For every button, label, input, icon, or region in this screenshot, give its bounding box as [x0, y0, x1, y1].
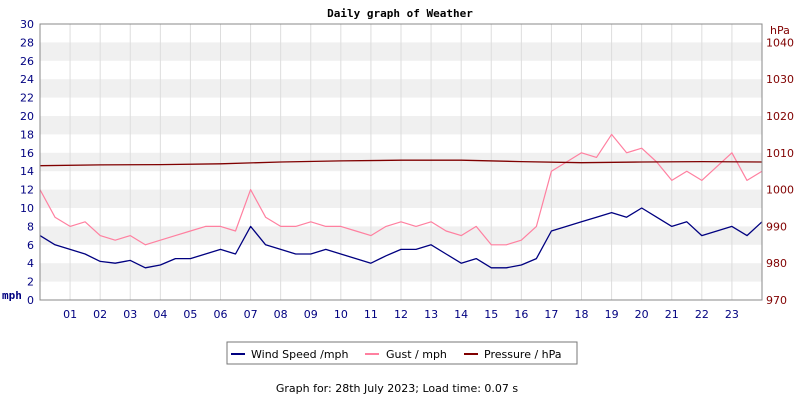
series-wind-speed [39, 207, 763, 269]
x-tick-label: 13 [424, 308, 438, 321]
legend-label-gust: Gust / mph [386, 348, 447, 361]
x-tick-label: 16 [514, 308, 528, 321]
left-tick-label: 26 [20, 55, 34, 68]
x-tick-label: 22 [695, 308, 709, 321]
x-tick-label: 19 [605, 308, 619, 321]
left-tick-label: 6 [27, 239, 34, 252]
left-tick-label: 24 [20, 73, 34, 86]
right-tick-label: 970 [766, 294, 787, 307]
right-tick-label: 1040 [766, 36, 794, 49]
left-tick-label: 2 [27, 276, 34, 289]
right-tick-label: 1020 [766, 110, 794, 123]
right-tick-label: 990 [766, 220, 787, 233]
left-tick-label: 18 [20, 128, 34, 141]
left-tick-label: 16 [20, 147, 34, 160]
footer-text: Graph for: 28th July 2023; Load time: 0.… [276, 382, 519, 395]
x-tick-label: 07 [244, 308, 258, 321]
legend-box [226, 341, 578, 365]
x-tick-label: 09 [304, 308, 318, 321]
left-tick-label: 4 [27, 257, 34, 270]
x-tick-label: 01 [63, 308, 77, 321]
right-axis-unit: hPa [770, 24, 790, 37]
x-tick-label: 06 [214, 308, 228, 321]
left-tick-label: 8 [27, 220, 34, 233]
left-tick-label: 10 [20, 202, 34, 215]
legend-label-pressure: Pressure / hPa [484, 348, 562, 361]
x-tick-label: 10 [334, 308, 348, 321]
right-tick-label: 1010 [766, 147, 794, 160]
x-tick-label: 21 [665, 308, 679, 321]
legend: Wind Speed /mph Gust / mph Pressure / hP… [226, 341, 578, 365]
left-tick-label: 22 [20, 92, 34, 105]
x-tick-label: 03 [123, 308, 137, 321]
x-tick-label: 08 [274, 308, 288, 321]
series-group [39, 133, 763, 269]
plot-frame [39, 23, 763, 301]
x-tick-label: 18 [575, 308, 589, 321]
left-tick-label: 14 [20, 165, 34, 178]
series-gust [39, 133, 763, 246]
left-tick-label: 12 [20, 184, 34, 197]
x-tick-label: 17 [544, 308, 558, 321]
x-tick-label: 14 [454, 308, 468, 321]
x-tick-label: 12 [394, 308, 408, 321]
x-tick-label: 15 [484, 308, 498, 321]
right-axis-ticks: 970 980 990 1000 1010 1020 1030 1040 [766, 36, 794, 307]
right-tick-label: 1030 [766, 73, 794, 86]
x-tick-label: 11 [364, 308, 378, 321]
x-tick-label: 05 [183, 308, 197, 321]
x-tick-label: 20 [635, 308, 649, 321]
series-pressure [39, 159, 763, 167]
right-tick-label: 980 [766, 257, 787, 270]
left-tick-label: 30 [20, 18, 34, 31]
left-axis-unit: mph [2, 289, 22, 302]
x-axis-ticks: 01 02 03 04 05 06 07 08 09 10 11 12 13 14 15 16 17 18 19 20… [63, 308, 739, 321]
left-tick-label: 28 [20, 36, 34, 49]
x-tick-label: 23 [725, 308, 739, 321]
chart-title: Daily graph of Weather [327, 7, 473, 20]
x-tick-label: 02 [93, 308, 107, 321]
left-tick-label: 20 [20, 110, 34, 123]
legend-label-wind: Wind Speed /mph [251, 348, 349, 361]
right-tick-label: 1000 [766, 184, 794, 197]
left-tick-label: 0 [27, 294, 34, 307]
x-tick-label: 04 [153, 308, 167, 321]
